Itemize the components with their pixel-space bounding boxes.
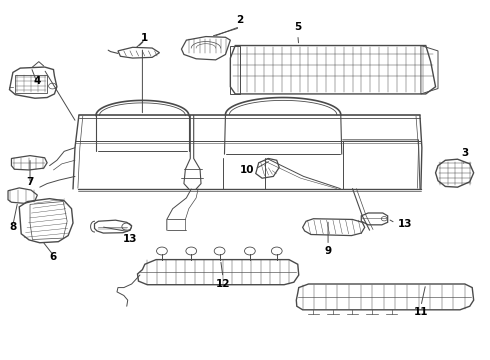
Text: 6: 6	[50, 252, 57, 262]
Text: 10: 10	[240, 165, 255, 175]
Text: 5: 5	[294, 22, 301, 32]
Text: 3: 3	[461, 148, 468, 158]
Text: 13: 13	[397, 219, 412, 229]
Text: 12: 12	[216, 279, 230, 289]
Text: 2: 2	[237, 15, 244, 25]
Text: 1: 1	[141, 33, 148, 43]
Text: 13: 13	[123, 234, 137, 244]
Text: 9: 9	[324, 246, 332, 256]
Text: 11: 11	[414, 307, 428, 317]
Text: 4: 4	[34, 76, 41, 86]
Bar	[15, 75, 47, 93]
Text: 7: 7	[26, 177, 34, 187]
Text: 8: 8	[9, 222, 17, 231]
